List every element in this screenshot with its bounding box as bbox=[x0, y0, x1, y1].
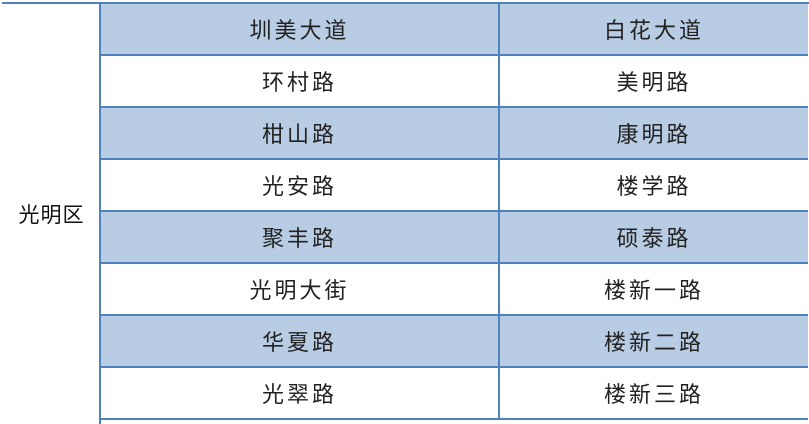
road-name-left: 柑山路 bbox=[101, 108, 500, 158]
table-row: 柑山路 康明路 bbox=[101, 108, 808, 160]
table-row: 光安路 楼学路 bbox=[101, 160, 808, 212]
road-name-left: 聚丰路 bbox=[101, 212, 500, 262]
road-name-right: 楼新三路 bbox=[603, 383, 704, 408]
table-row: 华夏路 楼新二路 bbox=[101, 316, 808, 368]
road-name-left: 光明大街 bbox=[101, 264, 500, 314]
road-name-left: 华夏路 bbox=[101, 316, 500, 366]
table-row: 环村路 美明路 bbox=[101, 56, 808, 108]
table-row: 聚丰路 硕泰路 bbox=[101, 212, 808, 264]
road-name-right: 康明路 bbox=[616, 123, 692, 148]
road-name-left: 圳美大道 bbox=[101, 4, 500, 54]
road-name-right: 楼新二路 bbox=[603, 331, 704, 356]
table-rows: 圳美大道 白花大道环村路 美明路柑山路 康明路光安路 楼学路聚丰路 硕泰路光明大街 楼新一路… bbox=[101, 4, 808, 420]
road-name-right: 楼学路 bbox=[616, 175, 692, 200]
road-name-right: 楼新一路 bbox=[603, 279, 704, 304]
district-cell: 光明区 bbox=[4, 4, 101, 424]
road-name-right: 硕泰路 bbox=[616, 227, 692, 252]
road-name-left: 光安路 bbox=[101, 160, 500, 210]
road-name-left: 光翠路 bbox=[101, 368, 500, 418]
road-name-right: 白花大道 bbox=[603, 19, 704, 44]
table-row: 光明大街 楼新一路 bbox=[101, 264, 808, 316]
road-name-left: 环村路 bbox=[101, 56, 500, 106]
road-name-right: 美明路 bbox=[616, 71, 692, 96]
table-row: 圳美大道 白花大道 bbox=[101, 4, 808, 56]
table-row: 光翠路 楼新三路 bbox=[101, 368, 808, 420]
